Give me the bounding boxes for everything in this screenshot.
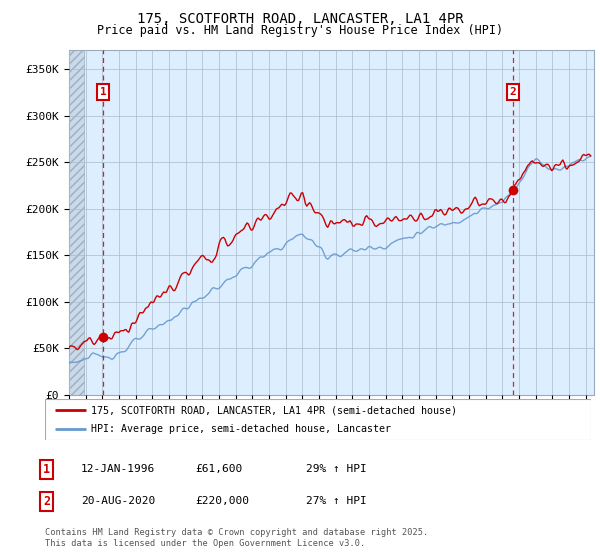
Text: Price paid vs. HM Land Registry's House Price Index (HPI): Price paid vs. HM Land Registry's House … [97,24,503,37]
Text: 1: 1 [100,87,106,97]
Text: 175, SCOTFORTH ROAD, LANCASTER, LA1 4PR (semi-detached house): 175, SCOTFORTH ROAD, LANCASTER, LA1 4PR … [91,405,457,415]
Text: Contains HM Land Registry data © Crown copyright and database right 2025.
This d: Contains HM Land Registry data © Crown c… [45,528,428,548]
Text: 2: 2 [43,494,50,508]
Text: 27% ↑ HPI: 27% ↑ HPI [306,496,367,506]
Text: 29% ↑ HPI: 29% ↑ HPI [306,464,367,474]
Bar [69,50,84,395]
Text: 1: 1 [43,463,50,476]
Text: HPI: Average price, semi-detached house, Lancaster: HPI: Average price, semi-detached house,… [91,424,391,433]
Text: 12-JAN-1996: 12-JAN-1996 [81,464,155,474]
Text: 175, SCOTFORTH ROAD, LANCASTER, LA1 4PR: 175, SCOTFORTH ROAD, LANCASTER, LA1 4PR [137,12,463,26]
Text: £220,000: £220,000 [195,496,249,506]
Text: 20-AUG-2020: 20-AUG-2020 [81,496,155,506]
Text: 2: 2 [509,87,516,97]
Text: £61,600: £61,600 [195,464,242,474]
FancyBboxPatch shape [45,399,591,440]
